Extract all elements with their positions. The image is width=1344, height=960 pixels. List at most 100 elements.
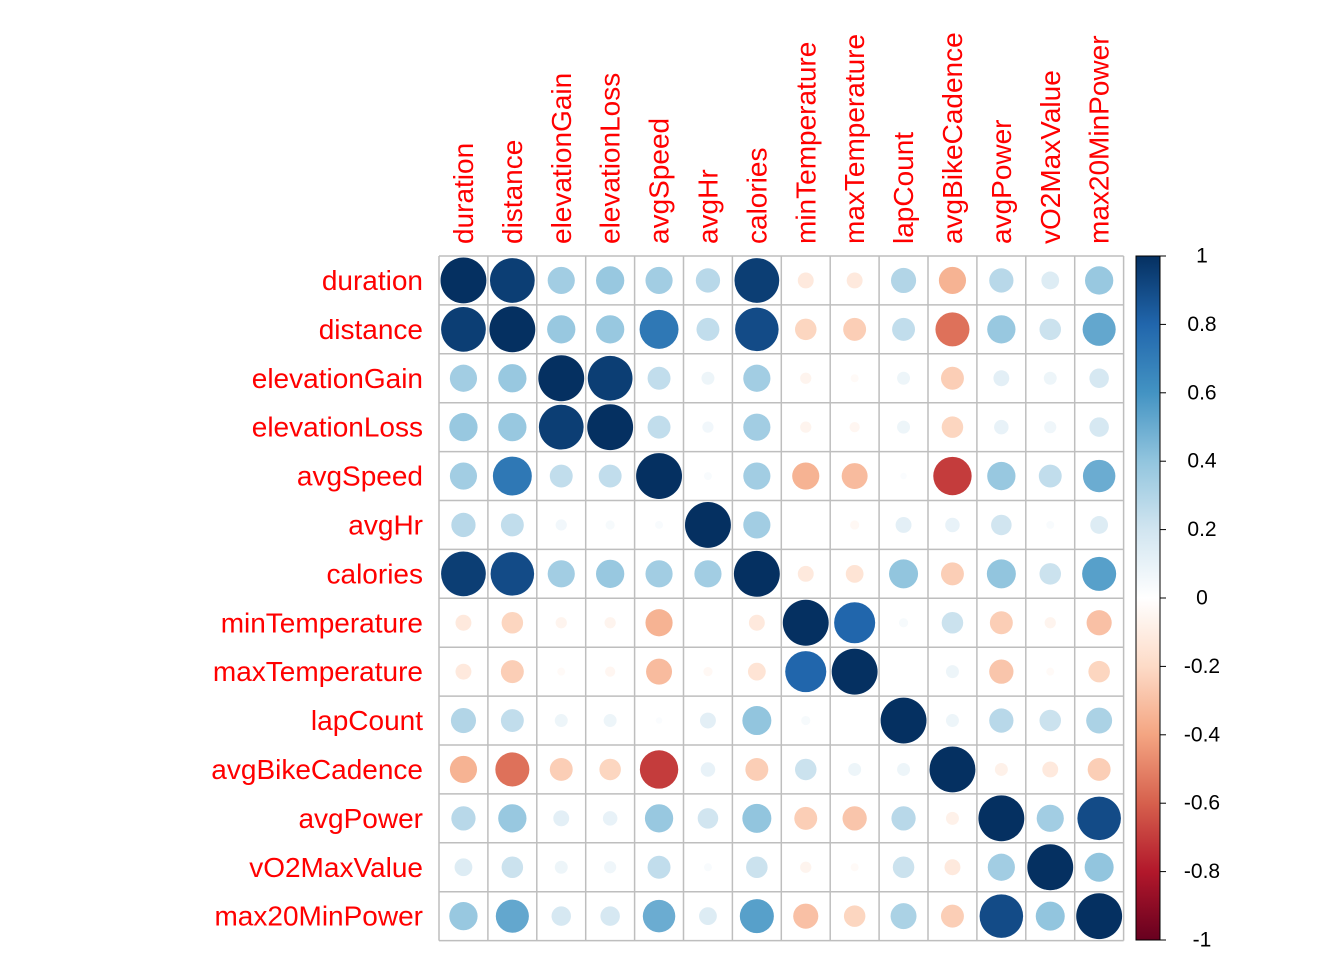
colorbar-tick-label: -0.2 xyxy=(1184,655,1220,678)
corr-circle-avgBikeCadence-vO2MaxValue xyxy=(1042,761,1059,778)
corr-circle-avgBikeCadence-avgBikeCadence xyxy=(929,746,976,793)
colorbar-tick-label: -1 xyxy=(1193,929,1212,952)
corr-circle-duration-avgPower xyxy=(989,268,1014,293)
row-label-avgBikeCadence: avgBikeCadence xyxy=(211,754,423,785)
corr-circle-elevationLoss-minTemperature xyxy=(800,421,812,433)
corr-circle-avgSpeed-distance xyxy=(492,456,532,496)
row-labels: duration distance elevationGain elevationLo… xyxy=(211,265,423,932)
row-label-duration: duration xyxy=(322,265,423,296)
corr-circle-avgHr-distance xyxy=(500,513,524,537)
column-label-elevationGain: elevationGain xyxy=(546,73,577,244)
corr-circle-distance-avgBikeCadence xyxy=(935,312,970,347)
corr-circle-max20MinPower-avgHr xyxy=(699,907,717,926)
corr-circle-avgHr-avgHr xyxy=(685,502,731,548)
corr-circle-elevationGain-distance xyxy=(498,364,527,393)
corr-circle-calories-calories xyxy=(733,550,780,597)
corr-circle-minTemperature-max20MinPower xyxy=(1086,610,1112,636)
corr-circle-max20MinPower-avgSpeed xyxy=(642,899,676,933)
corr-circle-max20MinPower-elevationLoss xyxy=(600,906,620,926)
corr-circle-elevationLoss-distance xyxy=(498,413,527,442)
corr-circle-avgSpeed-vO2MaxValue xyxy=(1038,464,1062,488)
corr-circle-distance-avgHr xyxy=(696,317,720,341)
corr-circle-max20MinPower-distance xyxy=(495,899,529,933)
corr-circle-lapCount-elevationGain xyxy=(554,714,568,728)
colorbar-tick-label: 0.8 xyxy=(1187,313,1216,336)
corr-circle-distance-avgSpeed xyxy=(639,309,679,349)
corr-circle-elevationLoss-lapCount xyxy=(897,420,911,434)
corr-circle-elevationGain-calories xyxy=(743,364,771,392)
corr-circle-duration-avgHr xyxy=(695,268,721,293)
corr-circle-minTemperature-maxTemperature xyxy=(834,602,876,644)
corr-circle-avgHr-vO2MaxValue xyxy=(1046,520,1055,529)
corr-circle-maxTemperature-minTemperature xyxy=(785,651,827,693)
corr-circle-avgPower-maxTemperature xyxy=(842,806,867,831)
corr-circle-elevationGain-elevationGain xyxy=(538,355,585,402)
corr-circle-avgBikeCadence-minTemperature xyxy=(794,758,817,781)
corr-circle-vO2MaxValue-max20MinPower xyxy=(1084,852,1114,882)
corr-circle-elevationGain-vO2MaxValue xyxy=(1043,371,1057,385)
corr-circle-vO2MaxValue-avgHr xyxy=(703,863,712,872)
corr-circle-avgPower-avgBikeCadence xyxy=(945,811,959,825)
corr-circle-vO2MaxValue-elevationGain xyxy=(554,860,568,874)
column-label-avgBikeCadence: avgBikeCadence xyxy=(937,32,968,244)
corr-circle-minTemperature-avgSpeed xyxy=(645,609,673,637)
row-label-avgPower: avgPower xyxy=(298,803,423,834)
corr-circle-max20MinPower-calories xyxy=(739,899,774,934)
corr-circle-avgBikeCadence-calories xyxy=(745,757,769,781)
corr-circle-duration-avgBikeCadence xyxy=(938,266,967,295)
corr-circle-calories-max20MinPower xyxy=(1082,556,1117,591)
corr-circle-avgSpeed-avgSpeed xyxy=(636,453,682,499)
corr-circle-avgHr-avgPower xyxy=(991,514,1012,536)
corr-circle-elevationGain-avgPower xyxy=(993,370,1010,387)
corr-circle-lapCount-avgHr xyxy=(700,712,716,729)
corr-circle-max20MinPower-minTemperature xyxy=(793,903,819,929)
corr-circle-minTemperature-avgPower xyxy=(989,611,1013,635)
corr-circle-max20MinPower-vO2MaxValue xyxy=(1035,901,1065,931)
column-label-duration: duration xyxy=(448,143,479,244)
row-label-distance: distance xyxy=(319,314,423,345)
corr-circle-elevationLoss-calories xyxy=(743,413,771,441)
corr-circle-maxTemperature-avgSpeed xyxy=(646,658,673,685)
corr-circle-maxTemperature-calories xyxy=(747,662,766,681)
corr-circle-elevationGain-avgSpeed xyxy=(647,366,671,390)
corr-circle-lapCount-elevationLoss xyxy=(603,714,617,728)
corr-circle-distance-maxTemperature xyxy=(843,317,867,341)
corr-circle-maxTemperature-distance xyxy=(500,660,524,684)
corr-circle-avgSpeed-elevationLoss xyxy=(598,464,622,488)
column-label-avgHr: avgHr xyxy=(692,169,723,244)
corr-circle-calories-avgPower xyxy=(986,559,1016,589)
corr-circle-max20MinPower-max20MinPower xyxy=(1076,893,1123,940)
corr-circle-lapCount-minTemperature xyxy=(801,715,811,726)
corr-circle-avgPower-max20MinPower xyxy=(1077,796,1121,841)
corr-circle-duration-maxTemperature xyxy=(846,272,863,289)
corr-circle-duration-duration xyxy=(440,257,487,304)
row-label-max20MinPower: max20MinPower xyxy=(214,901,423,932)
corr-circle-avgPower-avgSpeed xyxy=(644,804,674,833)
corr-circle-avgSpeed-maxTemperature xyxy=(841,463,868,490)
corr-circle-avgHr-avgBikeCadence xyxy=(945,517,960,533)
row-label-maxTemperature: maxTemperature xyxy=(213,656,423,687)
column-label-max20MinPower: max20MinPower xyxy=(1084,35,1115,244)
column-label-minTemperature: minTemperature xyxy=(790,42,821,244)
corr-circle-avgSpeed-lapCount xyxy=(900,472,907,480)
corr-circle-avgHr-calories xyxy=(743,511,771,539)
corr-circle-minTemperature-calories xyxy=(748,614,765,631)
corr-circle-avgHr-elevationLoss xyxy=(605,520,615,530)
corr-circle-vO2MaxValue-calories xyxy=(746,856,768,879)
corr-circle-max20MinPower-avgPower xyxy=(979,894,1024,938)
corr-circle-vO2MaxValue-distance xyxy=(501,856,524,879)
color-legend-bar xyxy=(1135,255,1161,941)
corr-circle-distance-elevationLoss xyxy=(596,315,625,344)
corr-circle-lapCount-distance xyxy=(500,709,524,733)
corr-circle-elevationLoss-avgSpeed xyxy=(647,415,671,439)
corr-circle-elevationGain-avgBikeCadence xyxy=(940,366,964,390)
corr-circle-maxTemperature-elevationGain xyxy=(557,667,566,676)
corr-circle-max20MinPower-maxTemperature xyxy=(843,905,866,927)
corr-circle-maxTemperature-avgPower xyxy=(989,659,1014,684)
corr-circle-duration-minTemperature xyxy=(797,272,814,289)
corr-circle-calories-minTemperature xyxy=(797,565,814,582)
corr-circle-avgSpeed-avgBikeCadence xyxy=(933,456,972,496)
corr-circle-avgBikeCadence-duration xyxy=(449,755,478,784)
corr-circle-avgHr-duration xyxy=(451,512,476,538)
corr-circle-elevationLoss-avgBikeCadence xyxy=(941,416,964,438)
